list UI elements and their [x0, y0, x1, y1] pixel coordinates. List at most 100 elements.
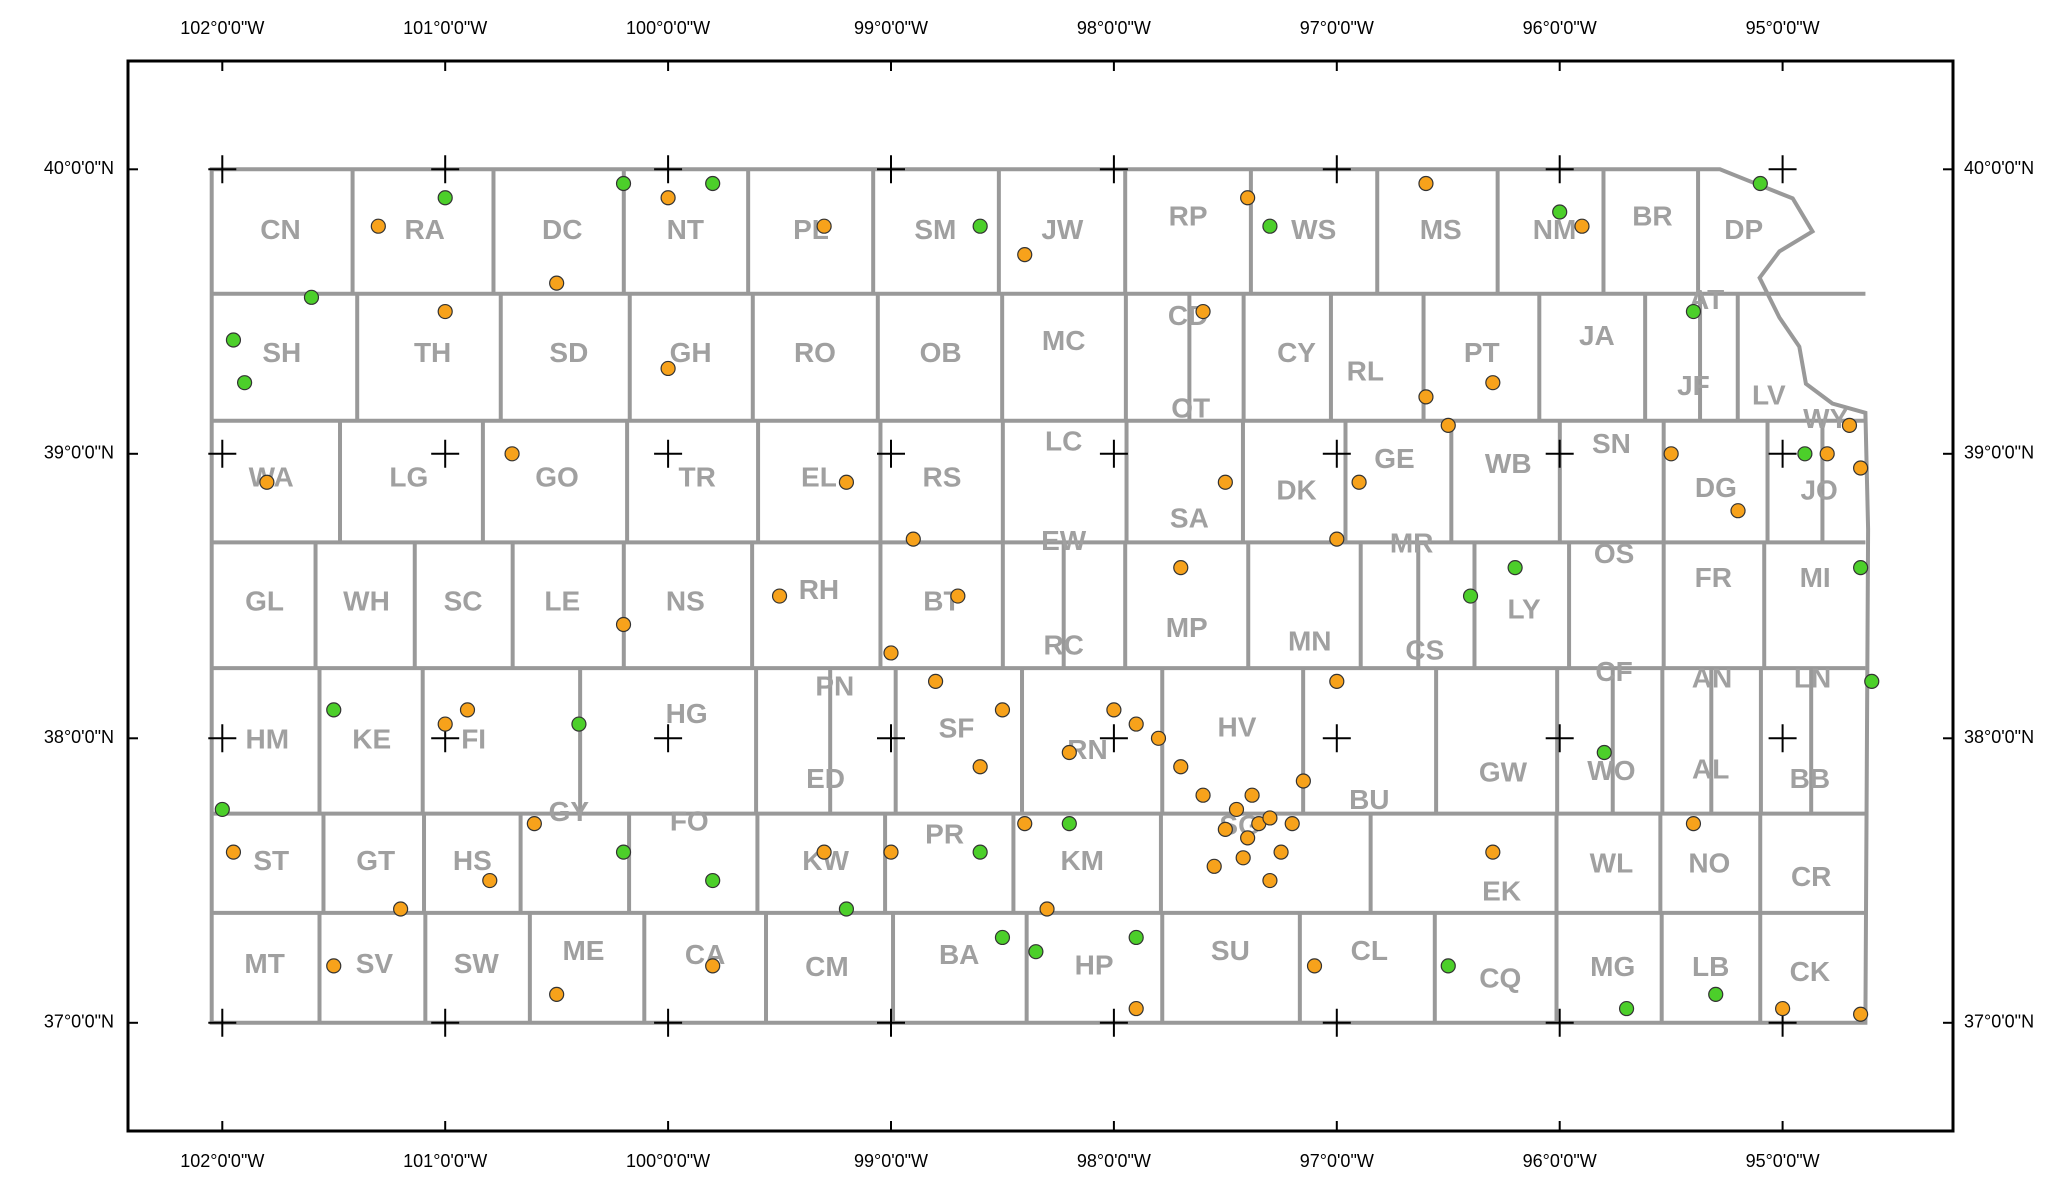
- well-point: [972, 844, 988, 860]
- well-point: [1596, 744, 1612, 761]
- grid-cross: [208, 1008, 237, 1037]
- county-label: CS: [1405, 635, 1444, 666]
- well-point: [1306, 958, 1323, 974]
- grid-cross: [1099, 1008, 1128, 1037]
- well-point: [1173, 759, 1189, 775]
- well-point: [1195, 787, 1211, 803]
- county-label: CM: [805, 951, 849, 982]
- well-point: [1663, 446, 1679, 462]
- well-point: [1028, 944, 1044, 960]
- county-label: RS: [923, 461, 962, 492]
- grid-cross: [1322, 155, 1351, 184]
- county-label: HM: [245, 723, 289, 754]
- well-point: [1217, 821, 1233, 837]
- county-label: LG: [389, 461, 428, 492]
- county-label: SU: [1211, 935, 1250, 966]
- grid-cross: [1322, 439, 1351, 468]
- x-tick-label-bottom: 98°0'0"W: [1077, 1151, 1151, 1171]
- county-label: NT: [667, 214, 704, 245]
- grid-cross: [1545, 1008, 1574, 1037]
- x-tick-label-bottom: 100°0'0"W: [626, 1151, 710, 1171]
- county-label: TH: [414, 337, 451, 368]
- well-point: [459, 702, 476, 718]
- county-label: WL: [1590, 848, 1634, 879]
- county-label: WO: [1587, 755, 1635, 786]
- county-label: JW: [1041, 214, 1084, 245]
- county-label: AL: [1692, 754, 1729, 785]
- county-label: HG: [666, 698, 708, 729]
- county-label: RC: [1043, 629, 1083, 660]
- y-tick-label-right: 38°0'0"N: [1964, 727, 2034, 747]
- well-point: [482, 872, 498, 889]
- grid-cross: [877, 155, 905, 184]
- well-point: [1752, 175, 1768, 192]
- well-point: [972, 218, 988, 234]
- well-point: [1262, 872, 1278, 889]
- county-label: RL: [1347, 355, 1384, 386]
- well-point: [1853, 559, 1869, 576]
- county-label: GY: [549, 796, 590, 827]
- county-label: HV: [1218, 711, 1257, 742]
- county-label: OB: [920, 337, 962, 368]
- x-tick-label-top: 99°0'0"W: [854, 18, 928, 38]
- well-point: [1552, 204, 1568, 220]
- x-tick-label-bottom: 99°0'0"W: [854, 1151, 928, 1171]
- well-point: [225, 844, 242, 860]
- x-tick-label-top: 96°0'0"W: [1523, 18, 1597, 38]
- well-point: [1173, 559, 1189, 576]
- well-point: [393, 901, 409, 917]
- county-label: PR: [925, 819, 964, 850]
- well-point: [883, 645, 899, 661]
- well-point: [1853, 1006, 1869, 1022]
- county-label: AN: [1692, 662, 1732, 693]
- county-label: RP: [1169, 201, 1208, 232]
- well-point: [1618, 1000, 1635, 1017]
- county-label: TR: [679, 461, 716, 492]
- county-label: MS: [1420, 214, 1462, 245]
- grid-cross: [1322, 1008, 1351, 1037]
- well-point: [816, 218, 832, 234]
- county-label: WY: [1803, 403, 1848, 434]
- county-label: ST: [253, 845, 289, 876]
- well-point: [883, 844, 899, 860]
- well-point: [660, 190, 676, 206]
- well-point: [1685, 303, 1702, 320]
- county-label: MN: [1288, 625, 1332, 656]
- county-label: GO: [535, 461, 579, 492]
- grid-cross: [1545, 439, 1574, 468]
- county-label: LB: [1692, 951, 1729, 982]
- y-tick-label-right: 39°0'0"N: [1964, 443, 2034, 463]
- x-tick-label-top: 95°0'0"W: [1746, 18, 1820, 38]
- county-label: FI: [461, 723, 486, 754]
- county-label: LV: [1752, 379, 1786, 410]
- well-point: [816, 844, 832, 860]
- x-tick-label-bottom: 96°0'0"W: [1523, 1151, 1597, 1171]
- county-label: BA: [939, 939, 979, 970]
- y-tick-label-right: 40°0'0"N: [1964, 158, 2034, 178]
- county-label: GL: [245, 586, 284, 617]
- x-tick-label-top: 98°0'0"W: [1077, 18, 1151, 38]
- county-label: RH: [799, 574, 839, 605]
- well-point: [1485, 844, 1501, 860]
- well-point: [1853, 460, 1869, 476]
- county-label: FO: [670, 805, 709, 836]
- grid-cross: [654, 1008, 683, 1037]
- county-label: CY: [1277, 337, 1316, 368]
- well-point: [1061, 744, 1077, 761]
- county-label: EK: [1482, 875, 1521, 906]
- well-point: [437, 303, 453, 320]
- well-point: [259, 474, 275, 490]
- county-label: NM: [1533, 214, 1577, 245]
- x-tick-label-bottom: 102°0'0"W: [180, 1151, 264, 1171]
- county-label: RA: [404, 214, 444, 245]
- well-point: [326, 958, 342, 974]
- y-tick-label-left: 38°0'0"N: [44, 727, 114, 747]
- well-point: [1418, 175, 1434, 192]
- well-point: [370, 218, 386, 234]
- well-point: [1262, 810, 1278, 826]
- county-label: SA: [1170, 502, 1209, 533]
- well-point: [437, 190, 453, 206]
- county-label: DC: [542, 214, 582, 245]
- county-label: CN: [260, 214, 300, 245]
